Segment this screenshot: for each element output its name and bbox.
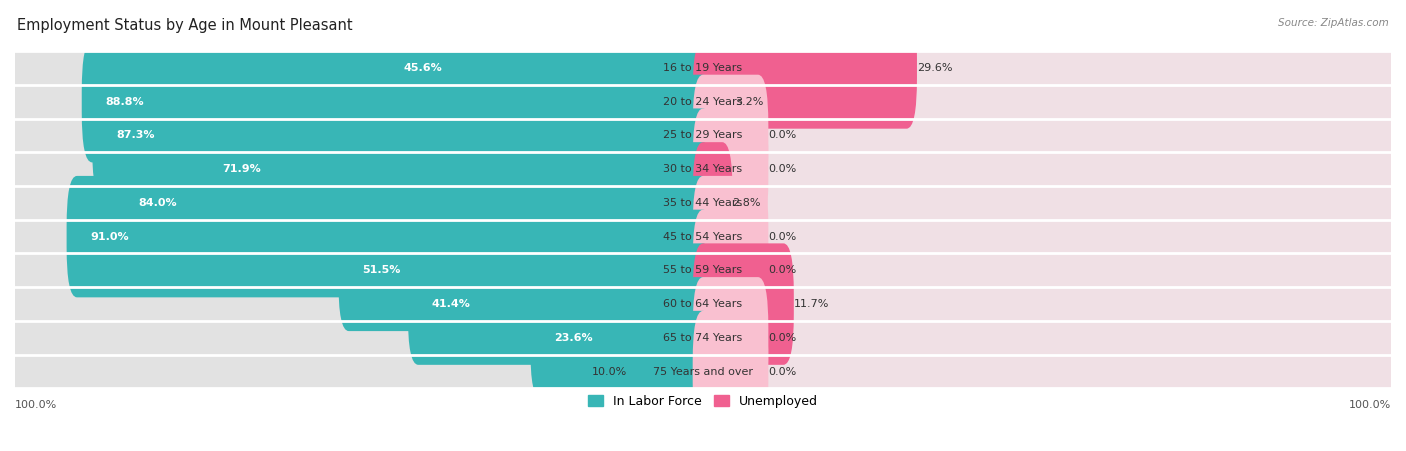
- Text: 71.9%: 71.9%: [222, 164, 262, 174]
- Text: 0.0%: 0.0%: [768, 164, 797, 174]
- FancyBboxPatch shape: [408, 244, 713, 365]
- FancyBboxPatch shape: [4, 41, 713, 162]
- Text: 45 to 54 Years: 45 to 54 Years: [664, 232, 742, 242]
- Text: 84.0%: 84.0%: [139, 198, 177, 208]
- FancyBboxPatch shape: [4, 142, 713, 264]
- FancyBboxPatch shape: [66, 176, 713, 297]
- FancyBboxPatch shape: [339, 210, 713, 331]
- Bar: [15, 253, 1391, 287]
- FancyBboxPatch shape: [693, 142, 733, 264]
- FancyBboxPatch shape: [693, 75, 768, 196]
- FancyBboxPatch shape: [624, 311, 713, 433]
- Text: 35 to 44 Years: 35 to 44 Years: [664, 198, 742, 208]
- FancyBboxPatch shape: [693, 277, 1402, 399]
- Text: 0.0%: 0.0%: [768, 130, 797, 140]
- Text: 0.0%: 0.0%: [768, 333, 797, 343]
- FancyBboxPatch shape: [115, 142, 713, 264]
- FancyBboxPatch shape: [82, 41, 713, 162]
- Bar: [15, 354, 1391, 388]
- FancyBboxPatch shape: [4, 311, 713, 433]
- Text: 88.8%: 88.8%: [105, 97, 145, 107]
- Text: 55 to 59 Years: 55 to 59 Years: [664, 265, 742, 276]
- Text: 10.0%: 10.0%: [592, 367, 627, 377]
- FancyBboxPatch shape: [4, 75, 713, 196]
- Bar: [15, 287, 1391, 321]
- Legend: In Labor Force, Unemployed: In Labor Force, Unemployed: [583, 390, 823, 413]
- Text: 20 to 24 Years: 20 to 24 Years: [664, 97, 742, 107]
- FancyBboxPatch shape: [530, 277, 713, 399]
- FancyBboxPatch shape: [4, 108, 713, 230]
- Text: 16 to 19 Years: 16 to 19 Years: [664, 63, 742, 73]
- FancyBboxPatch shape: [693, 108, 768, 230]
- Text: 29.6%: 29.6%: [917, 63, 952, 73]
- Text: 0.0%: 0.0%: [768, 232, 797, 242]
- Text: 3.2%: 3.2%: [735, 97, 763, 107]
- Text: Employment Status by Age in Mount Pleasant: Employment Status by Age in Mount Pleasa…: [17, 18, 353, 33]
- FancyBboxPatch shape: [693, 210, 1402, 331]
- FancyBboxPatch shape: [4, 176, 713, 297]
- FancyBboxPatch shape: [693, 75, 1402, 196]
- Bar: [15, 119, 1391, 152]
- FancyBboxPatch shape: [693, 41, 1402, 162]
- Text: 100.0%: 100.0%: [15, 400, 58, 410]
- Text: 65 to 74 Years: 65 to 74 Years: [664, 333, 742, 343]
- Bar: [15, 220, 1391, 253]
- FancyBboxPatch shape: [693, 41, 735, 162]
- FancyBboxPatch shape: [693, 176, 768, 297]
- Text: 11.7%: 11.7%: [794, 299, 830, 309]
- Text: 60 to 64 Years: 60 to 64 Years: [664, 299, 742, 309]
- FancyBboxPatch shape: [4, 244, 713, 365]
- FancyBboxPatch shape: [693, 142, 1402, 264]
- FancyBboxPatch shape: [693, 244, 1402, 365]
- Text: 51.5%: 51.5%: [363, 265, 401, 276]
- FancyBboxPatch shape: [693, 277, 768, 399]
- Bar: [15, 321, 1391, 354]
- FancyBboxPatch shape: [380, 7, 713, 129]
- Text: Source: ZipAtlas.com: Source: ZipAtlas.com: [1278, 18, 1389, 28]
- FancyBboxPatch shape: [693, 311, 1402, 433]
- FancyBboxPatch shape: [4, 277, 713, 399]
- FancyBboxPatch shape: [4, 7, 713, 129]
- FancyBboxPatch shape: [4, 210, 713, 331]
- FancyBboxPatch shape: [198, 108, 713, 230]
- Text: 0.0%: 0.0%: [768, 367, 797, 377]
- FancyBboxPatch shape: [693, 108, 1402, 230]
- Text: 100.0%: 100.0%: [1348, 400, 1391, 410]
- FancyBboxPatch shape: [693, 7, 917, 129]
- Text: 25 to 29 Years: 25 to 29 Years: [664, 130, 742, 140]
- Text: 91.0%: 91.0%: [90, 232, 129, 242]
- Text: 30 to 34 Years: 30 to 34 Years: [664, 164, 742, 174]
- FancyBboxPatch shape: [693, 210, 768, 331]
- Text: 75 Years and over: 75 Years and over: [652, 367, 754, 377]
- FancyBboxPatch shape: [693, 311, 768, 433]
- Bar: [15, 186, 1391, 220]
- FancyBboxPatch shape: [693, 176, 1402, 297]
- Text: 45.6%: 45.6%: [404, 63, 441, 73]
- FancyBboxPatch shape: [91, 75, 713, 196]
- Text: 0.0%: 0.0%: [768, 265, 797, 276]
- Bar: [15, 152, 1391, 186]
- Bar: [15, 51, 1391, 85]
- FancyBboxPatch shape: [693, 7, 1402, 129]
- Bar: [15, 85, 1391, 119]
- Text: 41.4%: 41.4%: [432, 299, 471, 309]
- FancyBboxPatch shape: [693, 244, 794, 365]
- Text: 2.8%: 2.8%: [733, 198, 761, 208]
- Text: 87.3%: 87.3%: [117, 130, 155, 140]
- Text: 23.6%: 23.6%: [554, 333, 593, 343]
